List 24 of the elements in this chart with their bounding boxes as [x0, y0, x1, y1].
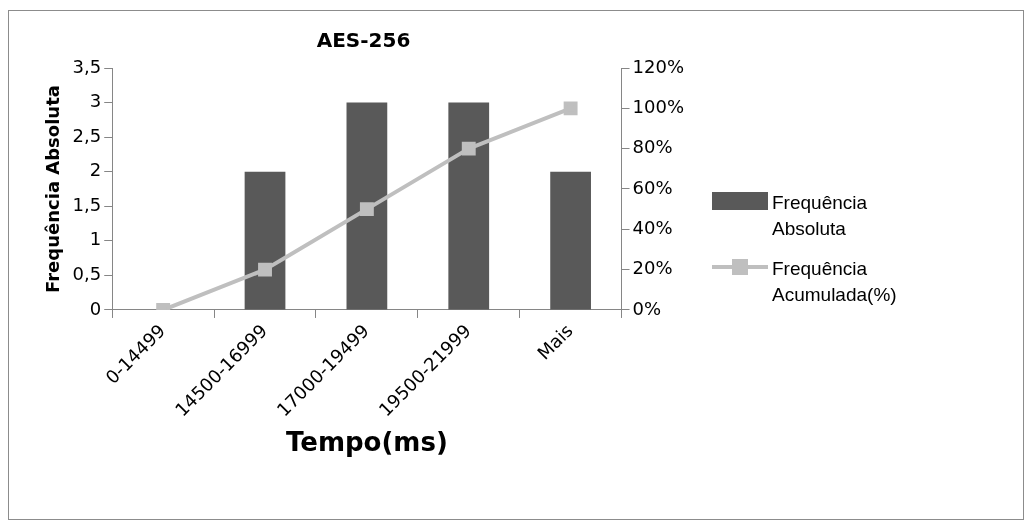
y-tick-label: 3,5: [72, 55, 102, 77]
y-tick-label: 1: [89, 228, 102, 250]
y2-tick-label: 40%: [632, 216, 673, 238]
y-tick-label: 0: [89, 297, 102, 319]
point: [258, 262, 272, 277]
y-tick-label: 2: [89, 159, 102, 181]
y2-tick-label: 80%: [632, 136, 673, 158]
y-tick-label: 1,5: [72, 193, 102, 215]
y-axis-title: Frequência Absoluta: [42, 85, 64, 293]
y2-tick-label: 20%: [632, 257, 673, 279]
point: [359, 202, 374, 217]
chart-title: AES-256: [316, 28, 411, 53]
legend-label: Frequência Acumulada(%): [772, 257, 898, 307]
point: [563, 101, 578, 116]
x-axis-title: Tempo(ms): [285, 427, 448, 458]
legend-label: Frequência Absoluta: [772, 191, 869, 241]
y2-tick-label: 60%: [632, 176, 673, 198]
y2-tick-label: 100%: [632, 96, 685, 117]
y-tick-label: 2,5: [72, 124, 102, 146]
y2-tick-label: 120%: [632, 55, 685, 77]
y-tick-label: 3: [89, 90, 102, 112]
y-tick-label: 0,5: [72, 263, 102, 285]
point: [461, 141, 476, 156]
y2-tick-label: 0%: [632, 297, 662, 319]
